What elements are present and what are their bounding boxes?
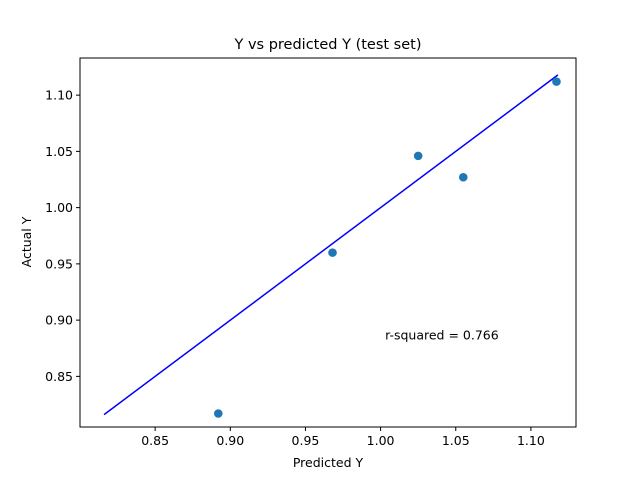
y-tick-label: 0.85 <box>45 369 73 384</box>
x-axis-ticks: 0.85 0.90 0.95 1.00 1.05 1.10 <box>141 427 545 448</box>
x-tick-label: 1.00 <box>367 433 395 448</box>
y-axis-label: Actual Y <box>19 216 34 267</box>
data-point-2 <box>328 248 337 257</box>
x-tick-label: 1.05 <box>442 433 470 448</box>
plot-area <box>103 74 561 418</box>
y-tick-label: 1.10 <box>45 88 73 103</box>
fit-line <box>103 74 559 416</box>
y-axis-ticks: 0.85 0.90 0.95 1.00 1.05 1.10 <box>45 88 80 384</box>
y-tick-label: 0.90 <box>45 313 73 328</box>
y-tick-label: 0.95 <box>45 256 73 271</box>
y-tick-label: 1.05 <box>45 144 73 159</box>
x-tick-label: 0.95 <box>292 433 320 448</box>
r-squared-annotation: r-squared = 0.766 <box>385 327 499 342</box>
data-point-5 <box>552 77 561 86</box>
data-point-4 <box>458 172 468 182</box>
data-point-3 <box>413 151 423 161</box>
chart-title: Y vs predicted Y (test set) <box>234 37 422 53</box>
x-axis-label: Predicted Y <box>293 455 364 470</box>
x-tick-label: 0.85 <box>141 433 169 448</box>
x-tick-label: 0.90 <box>216 433 244 448</box>
axes-frame <box>79 57 577 428</box>
x-tick-label: 1.10 <box>517 433 545 448</box>
y-tick-label: 1.00 <box>45 200 73 215</box>
data-point-1 <box>213 409 223 418</box>
